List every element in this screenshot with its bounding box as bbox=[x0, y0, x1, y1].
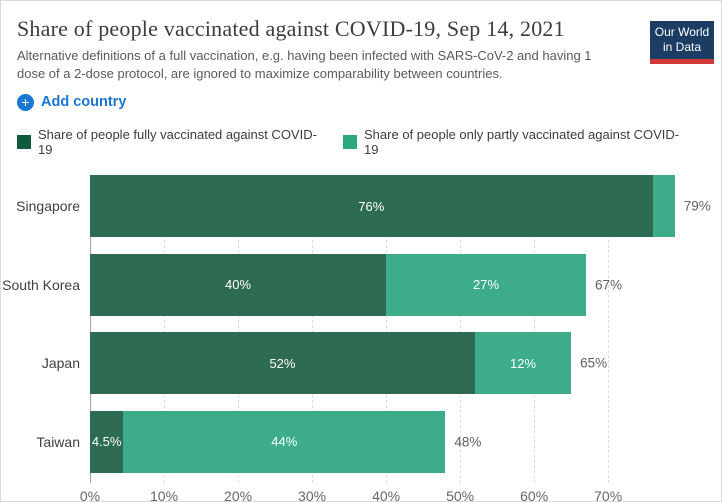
x-tick-label: 10% bbox=[150, 488, 179, 502]
plot-area: Singapore 76% 79% South Korea 40% 27% 67% Japan… bbox=[2, 175, 711, 484]
bar-segment-partly-vaccinated[interactable]: 12% bbox=[474, 332, 572, 395]
gridline bbox=[608, 175, 610, 484]
owid-logo[interactable]: Our World in Data bbox=[650, 21, 714, 64]
add-country-button[interactable]: + Add country bbox=[17, 93, 127, 111]
bar-row-japan: 52% 12% 65% bbox=[90, 332, 697, 395]
total-value-label: 67% bbox=[594, 277, 622, 293]
legend-label-fully-vaccinated: Share of people fully vaccinated against… bbox=[38, 127, 317, 158]
legend-label-partly-vaccinated: Share of people only partly vaccinated a… bbox=[364, 127, 680, 158]
bar-segment-partly-vaccinated[interactable]: 27% bbox=[386, 253, 586, 316]
bar-segment-fully-vaccinated[interactable]: 4.5% bbox=[90, 410, 124, 473]
gridline bbox=[164, 175, 166, 484]
bar-segment-fully-vaccinated[interactable]: 52% bbox=[90, 332, 475, 395]
bar-value-label: 12% bbox=[510, 355, 537, 371]
bar-row-south-korea: 40% 27% 67% bbox=[90, 253, 697, 316]
x-tick-label: 60% bbox=[520, 488, 549, 502]
bar-segment-fully-vaccinated[interactable]: 40% bbox=[90, 253, 387, 316]
legend-swatch-partly-vaccinated bbox=[343, 135, 358, 150]
gridline bbox=[386, 175, 388, 484]
page-title: Share of people vaccinated against COVID… bbox=[17, 16, 565, 41]
x-tick-label: 0% bbox=[79, 488, 101, 502]
y-axis-line bbox=[90, 175, 91, 484]
bar-row-singapore: 76% 79% bbox=[90, 175, 711, 238]
bar-segment-fully-vaccinated[interactable]: 76% bbox=[90, 175, 653, 238]
gridline bbox=[312, 175, 314, 484]
bar-value-label: 27% bbox=[473, 277, 500, 293]
bar-value-label: 40% bbox=[225, 277, 252, 293]
legend-swatch-fully-vaccinated bbox=[17, 135, 31, 150]
bar-value-label: 4.5% bbox=[91, 434, 122, 450]
total-value-label: 48% bbox=[454, 434, 482, 450]
x-tick-label: 30% bbox=[298, 488, 327, 502]
chart-subtitle: Alternative definitions of a full vaccin… bbox=[17, 48, 592, 81]
legend-item-fully-vaccinated: Share of people fully vaccinated against… bbox=[17, 127, 330, 157]
category-label-south-korea[interactable]: South Korea bbox=[2, 276, 80, 293]
bar-segment-partly-vaccinated[interactable] bbox=[652, 175, 675, 238]
legend-item-partly-vaccinated: Share of people only partly vaccinated a… bbox=[343, 127, 692, 157]
gridline bbox=[460, 175, 462, 484]
total-value-label: 65% bbox=[580, 355, 608, 371]
owid-logo-line1: Our World bbox=[654, 25, 710, 39]
bar-segment-partly-vaccinated[interactable]: 44% bbox=[123, 410, 446, 473]
x-axis: 0% 10% 20% 30% 40% 50% 60% 70% bbox=[80, 488, 697, 502]
x-tick-label: 50% bbox=[446, 488, 475, 502]
category-label-taiwan[interactable]: Taiwan bbox=[36, 433, 80, 450]
bar-value-label: 52% bbox=[269, 355, 296, 371]
category-label-singapore[interactable]: Singapore bbox=[16, 198, 80, 215]
add-country-label: Add country bbox=[41, 94, 127, 111]
bar-row-taiwan: 4.5% 44% 48% bbox=[90, 410, 697, 473]
plus-icon: + bbox=[17, 93, 34, 111]
total-value-label: 79% bbox=[683, 198, 711, 214]
gridline bbox=[238, 175, 240, 484]
x-tick-label: 40% bbox=[372, 488, 401, 502]
bar-value-label: 44% bbox=[271, 434, 298, 450]
owid-logo-line2: in Data bbox=[662, 40, 702, 54]
bar-value-label: 76% bbox=[358, 198, 385, 214]
gridline bbox=[534, 175, 536, 484]
x-tick-label: 70% bbox=[594, 488, 623, 502]
x-tick-label: 20% bbox=[224, 488, 253, 502]
category-label-japan[interactable]: Japan bbox=[41, 355, 80, 372]
legend: Share of people fully vaccinated against… bbox=[17, 127, 705, 157]
